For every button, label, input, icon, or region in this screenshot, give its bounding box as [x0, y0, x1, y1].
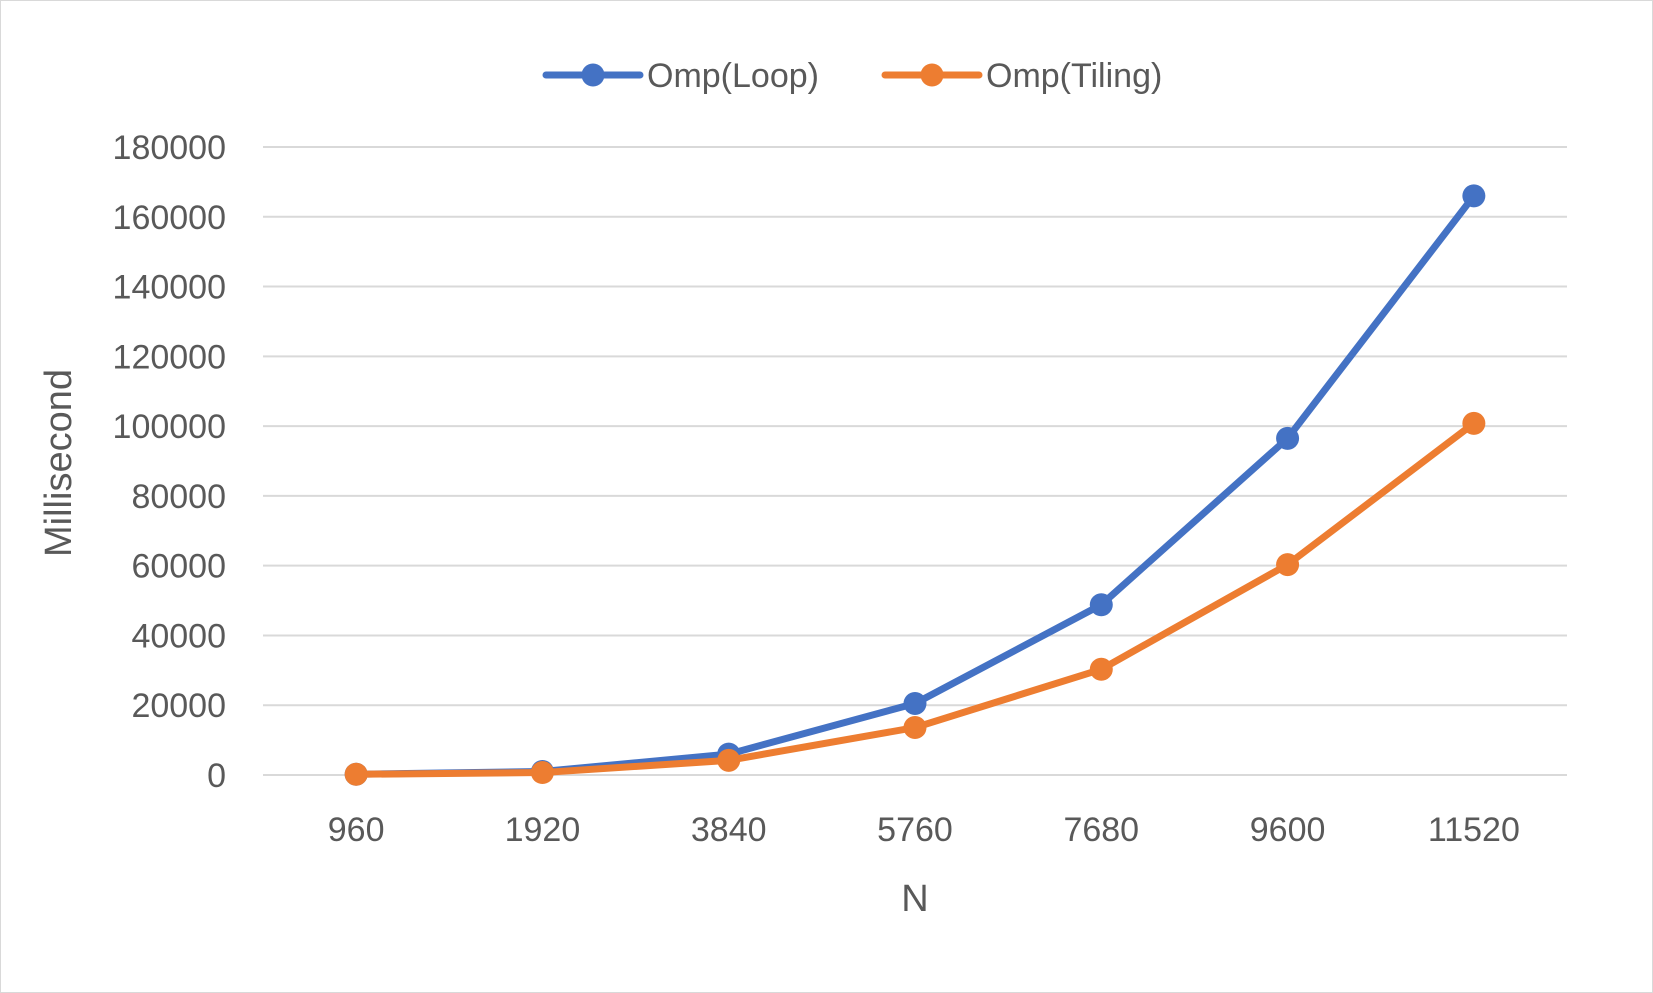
x-tick-label: 3840 [691, 811, 767, 849]
y-tick-label: 40000 [131, 617, 226, 655]
x-tick-label: 5760 [877, 811, 953, 849]
legend-item: Omp(Tiling) [881, 57, 1162, 95]
gridlines [263, 146, 1567, 776]
series-2 [344, 411, 1486, 786]
data-point [1462, 184, 1486, 208]
series-lines [344, 184, 1486, 786]
series-line [352, 192, 1478, 778]
y-tick-label: 100000 [113, 408, 226, 446]
data-point [1462, 411, 1486, 435]
data-point [1276, 426, 1300, 450]
x-tick-label: 7680 [1063, 811, 1139, 849]
data-point [903, 716, 927, 740]
legend: Omp(Loop) Omp(Tiling) [542, 57, 1162, 95]
x-axis-title: N [901, 878, 928, 920]
y-tick-label: 80000 [131, 478, 226, 516]
x-tick-label: 9600 [1250, 811, 1326, 849]
data-point [1089, 593, 1113, 617]
y-tick-label: 160000 [113, 199, 226, 237]
data-point [717, 748, 741, 772]
x-axis-ticks: 960 1920 3840 5760 7680 9600 11520 [328, 811, 1520, 849]
data-point [344, 762, 368, 786]
legend-marker [920, 63, 944, 87]
y-tick-label: 20000 [131, 687, 226, 725]
x-tick-label: 11520 [1428, 811, 1520, 849]
y-tick-label: 140000 [113, 269, 226, 307]
legend-label: Omp(Loop) [647, 57, 819, 95]
data-point [530, 761, 554, 785]
y-tick-label: 60000 [131, 548, 226, 586]
data-point [903, 691, 927, 715]
series-1 [344, 184, 1486, 786]
y-tick-label: 180000 [113, 129, 226, 167]
legend-marker [581, 63, 605, 87]
x-tick-label: 1920 [505, 811, 581, 849]
y-tick-label: 0 [207, 757, 226, 795]
y-tick-label: 120000 [113, 338, 226, 376]
legend-item: Omp(Loop) [542, 57, 819, 95]
y-axis-title: Millisecond [38, 369, 80, 557]
data-point [1089, 657, 1113, 681]
x-tick-label: 960 [328, 811, 385, 849]
y-axis-ticks: 0 20000 40000 60000 80000 100000 120000 140000 1… [113, 129, 226, 795]
legend-label: Omp(Tiling) [986, 57, 1162, 95]
data-point [1276, 553, 1300, 577]
